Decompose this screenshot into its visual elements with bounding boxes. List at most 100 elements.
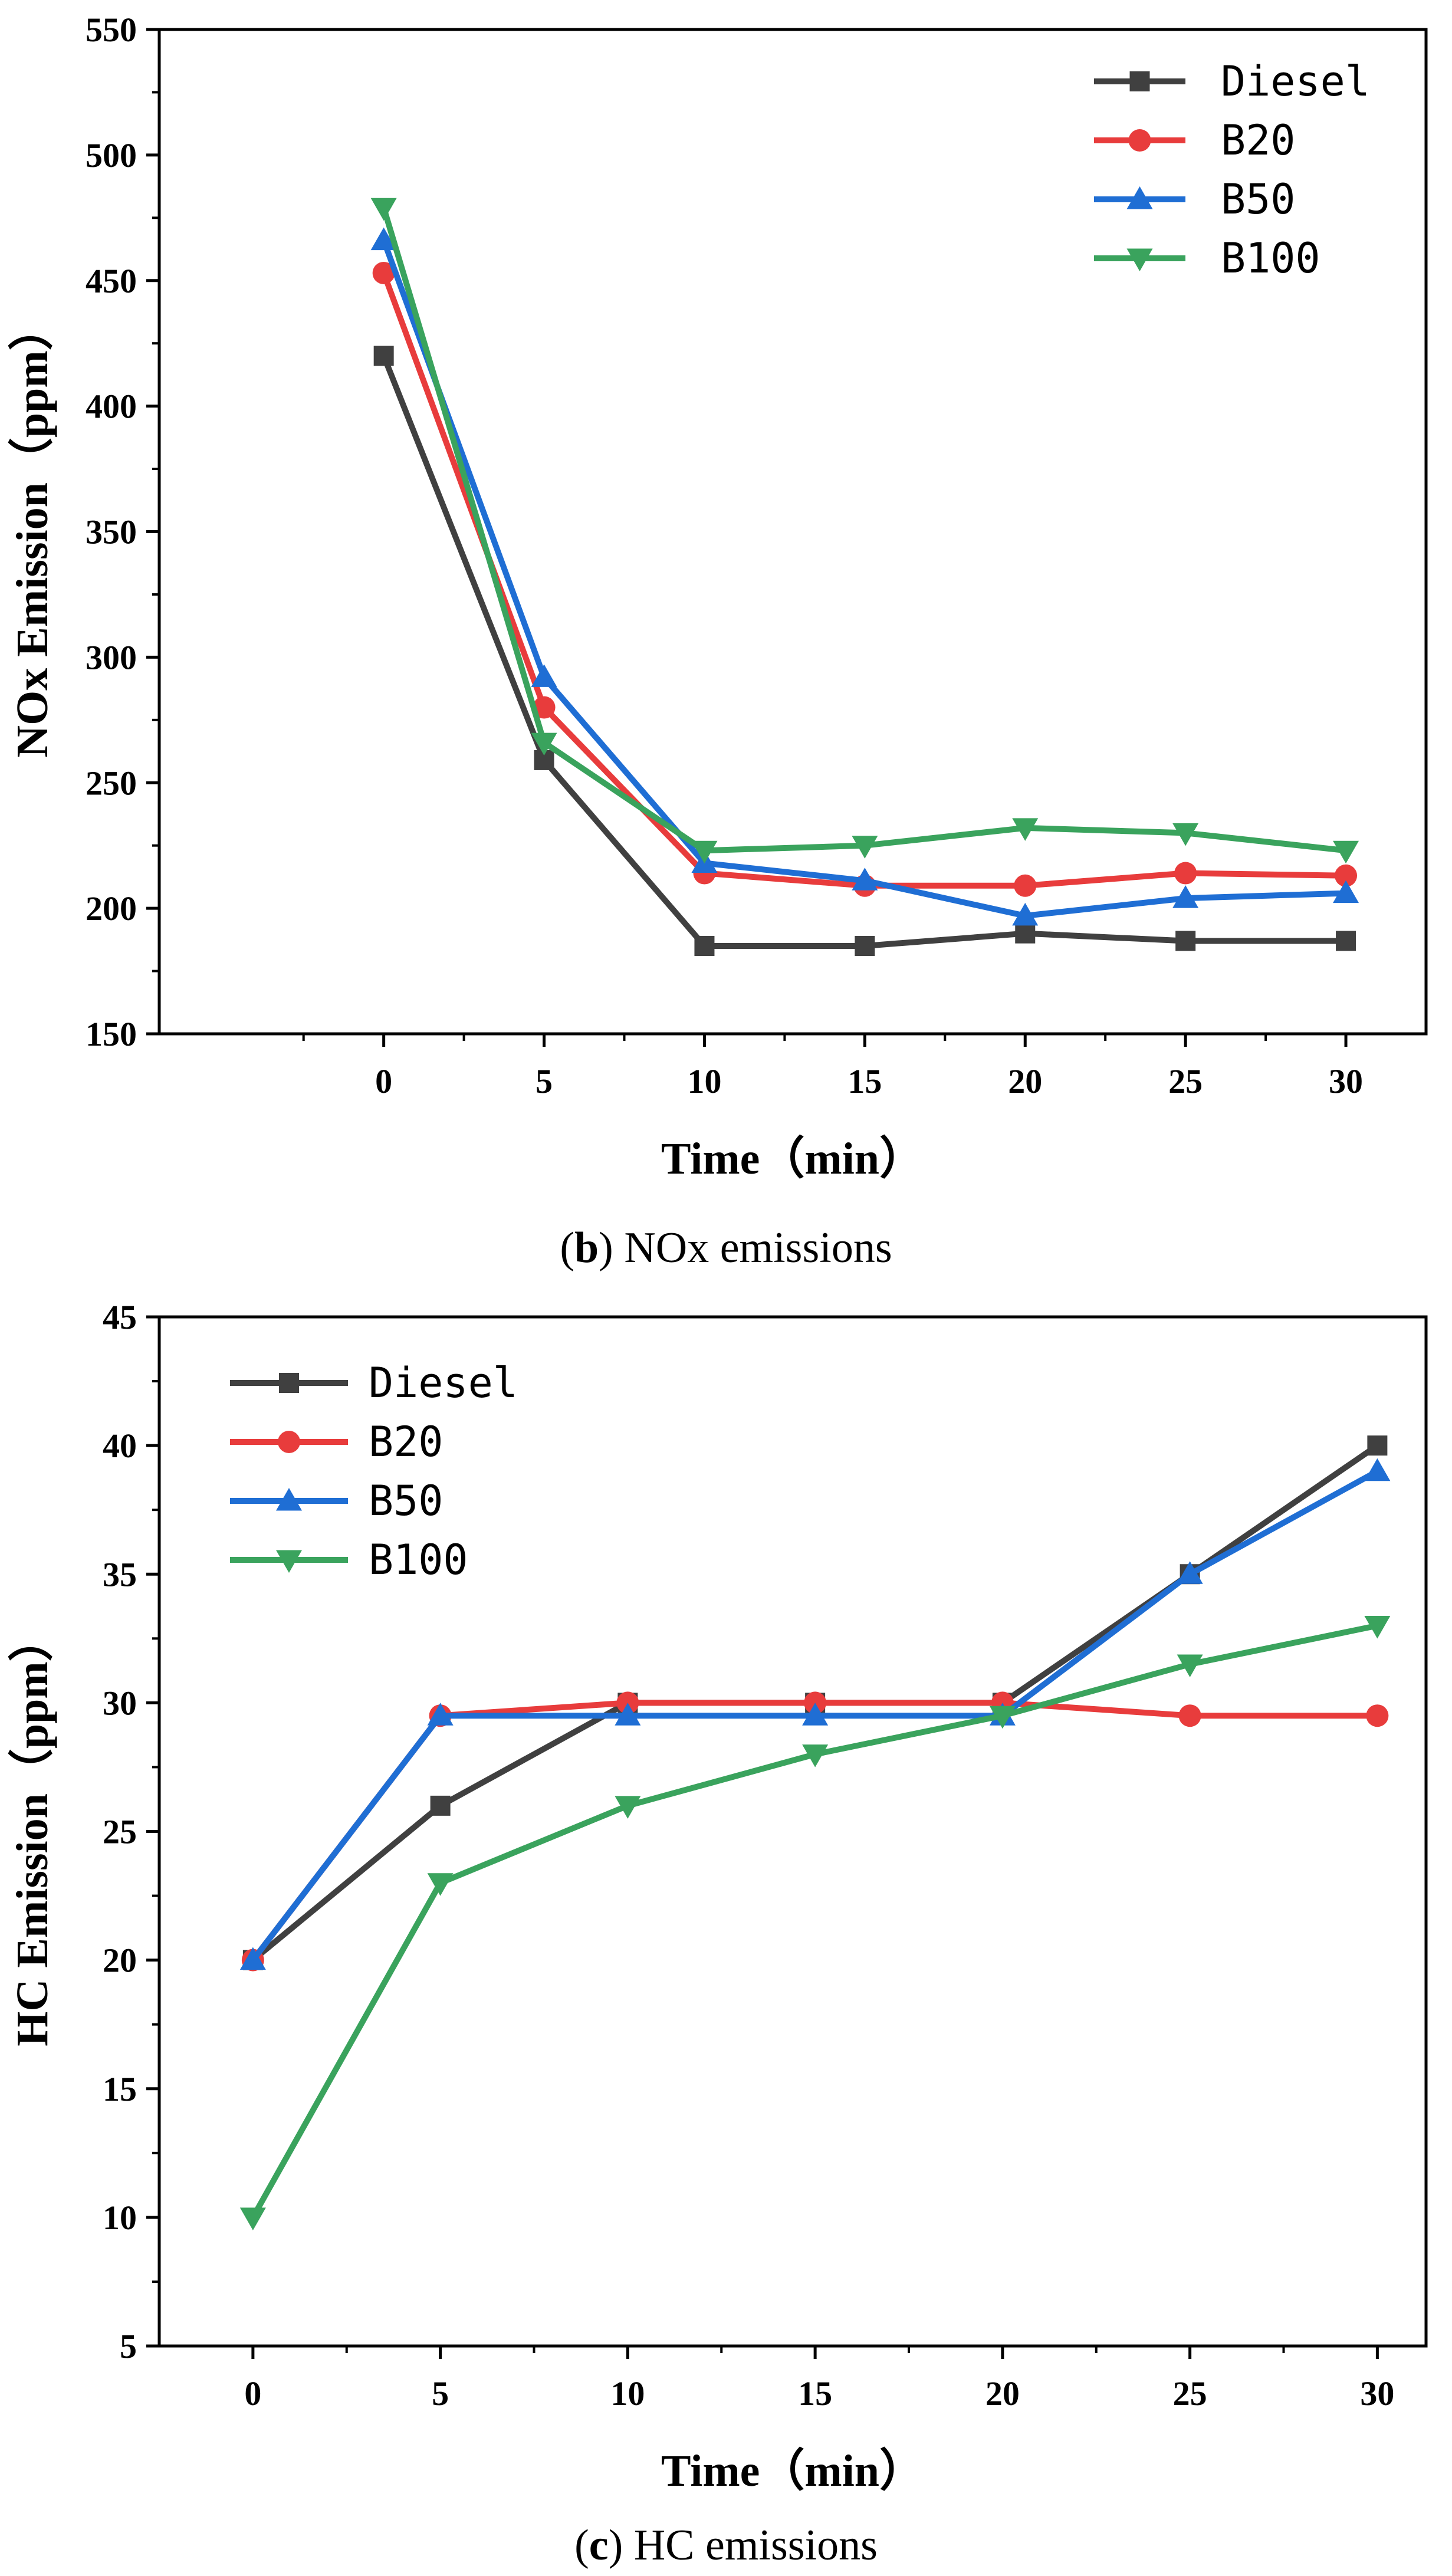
data-point-b100 [1177,1654,1203,1677]
data-point-b100 [1172,823,1199,846]
y-tick-label: 300 [86,638,137,676]
data-point-b50 [852,868,878,891]
legend-marker-b20 [278,1431,300,1453]
data-point-b20 [1335,864,1358,887]
legend-label-diesel: Diesel [369,1359,518,1407]
data-point-b20 [533,696,556,719]
legend-marker-b100 [276,1550,302,1573]
data-point-b100 [989,1706,1016,1729]
legend-label-b50: B50 [369,1477,443,1525]
y-tick-label: 200 [86,889,137,928]
data-point-b20 [1178,1704,1201,1727]
y-tick-label: 5 [120,2327,137,2365]
data-point-b100 [531,732,557,756]
y-tick-label: 30 [103,1684,137,1722]
legend-label-b100: B100 [369,1536,468,1584]
data-point-diesel [1367,1435,1388,1456]
x-tick-label: 10 [610,2374,645,2413]
data-point-b100 [691,840,718,864]
chart-hc: 5 10 15 20 25 30 35 40 45 0 5 10 15 20 25 30 Time（min） HC… [8,1298,1428,2570]
x-tick-label: 30 [1360,2374,1394,2413]
legend-label-b50: B50 [1221,175,1295,224]
x-tick-label: 20 [985,2374,1020,2413]
x-axis-title: Time（min） [661,1134,924,1184]
legend-marker-diesel [1129,71,1150,91]
data-point-b50 [427,1703,454,1726]
y-tick-label: 40 [103,1427,137,1465]
data-point-b50 [370,227,397,251]
y-axis-title: NOx Emission（ppm） [8,305,57,758]
x-tick-label: 5 [432,2374,449,2413]
data-point-b100 [1012,818,1039,841]
data-point-b50 [802,1703,829,1726]
legend-label-b20: B20 [369,1418,443,1466]
series-line-b100 [380,206,1346,854]
data-point-b20 [372,261,395,284]
data-point-b100 [427,1873,454,1896]
data-point-diesel [1175,931,1196,951]
y-tick-label: 20 [103,1941,137,1980]
x-tick-label: 25 [1168,1062,1203,1100]
y-tick-label: 45 [103,1298,137,1336]
y-tick-label: 150 [86,1015,137,1053]
data-point-b20 [1014,874,1037,897]
legend-marker-diesel [279,1373,299,1393]
data-point-diesel [373,346,394,366]
legend-label-b20: B20 [1221,116,1295,165]
data-point-diesel [1336,931,1356,951]
data-point-diesel [855,935,875,956]
y-tick-label: 10 [103,2199,137,2237]
y-tick-label: 15 [103,2070,137,2108]
series-line-b50 [380,239,1346,919]
data-point-b100 [1333,840,1359,864]
data-point-b20 [1366,1704,1389,1727]
data-point-b100 [1364,1616,1391,1639]
y-tick-label: 550 [86,11,137,49]
data-point-b50 [1333,880,1359,903]
chart-nox: 150 200 250 300 350 400 450 500 550 0 5 10 15 20 25 30 T… [8,11,1428,1272]
x-tick-label: 0 [375,1062,392,1100]
y-tick-label: 500 [86,136,137,175]
x-tick-label: 25 [1173,2374,1207,2413]
x-tick-label: 20 [1008,1062,1042,1100]
data-point-b50 [239,1947,266,1970]
data-point-b100 [615,1796,641,1819]
series-line-b20 [380,272,1346,889]
figure-caption: (c) HC emissions [574,2521,878,2570]
x-tick-label: 30 [1329,1062,1363,1100]
y-tick-label: 400 [86,387,137,426]
data-point-b50 [615,1703,641,1726]
legend-marker-b50 [1126,186,1153,209]
data-point-b50 [531,664,557,687]
figure-caption: (b) NOx emissions [560,1224,892,1272]
x-axis-title: Time（min） [661,2446,924,2496]
data-point-b50 [1364,1458,1391,1481]
legend-label-diesel: Diesel [1221,57,1370,106]
data-point-b100 [802,1744,829,1767]
data-point-b50 [1172,885,1199,908]
legend-label-b100: B100 [1221,234,1320,282]
x-tick-label: 5 [536,1062,553,1100]
legend-marker-b20 [1128,129,1151,152]
data-point-b20 [1174,862,1197,885]
x-tick-label: 0 [244,2374,261,2413]
y-tick-label: 25 [103,1813,137,1851]
x-tick-label: 10 [687,1062,721,1100]
data-point-b100 [852,836,878,859]
legend-marker-b100 [1126,248,1153,271]
data-point-diesel [1015,923,1036,944]
data-point-b100 [239,2207,266,2230]
y-tick-label: 350 [86,513,137,551]
y-tick-label: 250 [86,764,137,802]
x-tick-label: 15 [847,1062,882,1100]
y-tick-label: 35 [103,1555,137,1593]
y-tick-label: 450 [86,262,137,300]
legend-marker-b50 [276,1488,302,1511]
data-point-b100 [370,198,397,221]
y-axis-title: HC Emission（ppm） [8,1616,57,2046]
data-point-diesel [430,1795,451,1816]
data-point-diesel [694,935,715,956]
data-point-b50 [1177,1561,1203,1584]
data-point-b50 [1012,902,1039,926]
